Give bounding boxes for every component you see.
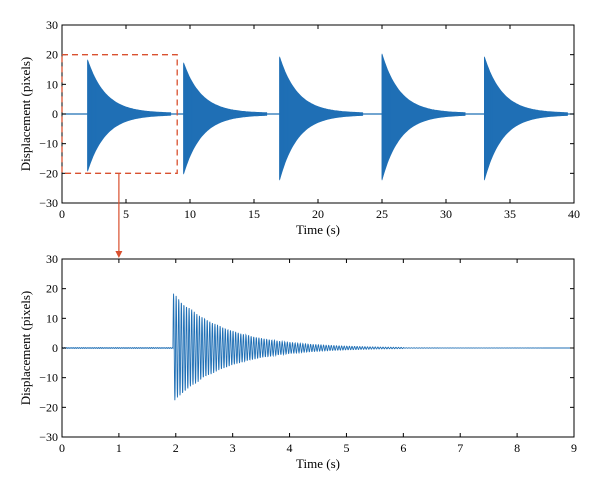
vibration-burst (484, 56, 568, 181)
zoom-x-axis-label: Time (s) (296, 456, 340, 471)
zoom-x-ticks: 0 1 2 3 4 5 6 7 8 9 (59, 259, 577, 455)
y-tick-label: −30 (39, 196, 58, 210)
y-tick-label: −20 (39, 400, 58, 414)
y-tick-label: 0 (52, 107, 58, 121)
overview-y-axis-label: Displacement (pixels) (18, 57, 33, 171)
x-tick-label: 0 (59, 207, 65, 221)
x-tick-label: 9 (571, 441, 577, 455)
x-tick-label: 20 (312, 207, 324, 221)
y-tick-label: −10 (39, 137, 58, 151)
y-tick-label: −30 (39, 430, 58, 444)
x-tick-label: 5 (123, 207, 129, 221)
zoom-region-box (61, 54, 178, 174)
zoom-y-axis-label: Displacement (pixels) (18, 291, 33, 405)
vibration-burst (279, 56, 364, 181)
x-tick-label: 0 (59, 441, 65, 455)
zoom-signal-trace (61, 293, 575, 401)
vibration-burst (381, 53, 466, 181)
y-tick-label: 10 (46, 77, 58, 91)
x-tick-label: 5 (343, 441, 349, 455)
y-tick-label: −20 (39, 166, 58, 180)
x-tick-label: 3 (230, 441, 236, 455)
zoomed-signal-line (61, 293, 575, 401)
x-tick-label: 10 (184, 207, 196, 221)
overview-x-ticks: 0 5 10 15 20 25 30 35 40 (59, 25, 580, 221)
overview-y-ticks: 30 20 10 0 −10 −20 −30 (39, 18, 574, 210)
zoom-y-ticks: 30 20 10 0 −10 −20 −30 (39, 252, 574, 444)
x-tick-label: 30 (440, 207, 452, 221)
x-tick-label: 1 (116, 441, 122, 455)
y-tick-label: 30 (46, 18, 58, 32)
x-tick-label: 2 (173, 441, 179, 455)
overview-signal-trace (62, 53, 574, 181)
x-tick-label: 6 (400, 441, 406, 455)
x-tick-label: 8 (514, 441, 520, 455)
vibration-burst (87, 59, 172, 172)
x-tick-label: 40 (568, 207, 580, 221)
x-tick-label: 4 (287, 441, 293, 455)
x-tick-label: 25 (376, 207, 388, 221)
zoom-chart: 0 1 2 3 4 5 6 7 8 9 30 20 10 0 −10 −20 −30 Time (s) Dis… (18, 252, 577, 471)
y-tick-label: 0 (52, 341, 58, 355)
overview-chart: 0 5 10 15 20 25 30 35 40 30 20 10 0 −10 −20 −30 Time (… (18, 18, 580, 237)
vibration-burst (183, 62, 268, 175)
y-tick-label: 10 (46, 311, 58, 325)
y-tick-label: 20 (46, 48, 58, 62)
x-tick-label: 7 (457, 441, 463, 455)
y-tick-label: −10 (39, 371, 58, 385)
zoom-connector-arrow (115, 173, 123, 258)
y-tick-label: 20 (46, 282, 58, 296)
y-tick-label: 30 (46, 252, 58, 266)
x-tick-label: 35 (504, 207, 516, 221)
overview-x-axis-label: Time (s) (296, 222, 340, 237)
x-tick-label: 15 (248, 207, 260, 221)
